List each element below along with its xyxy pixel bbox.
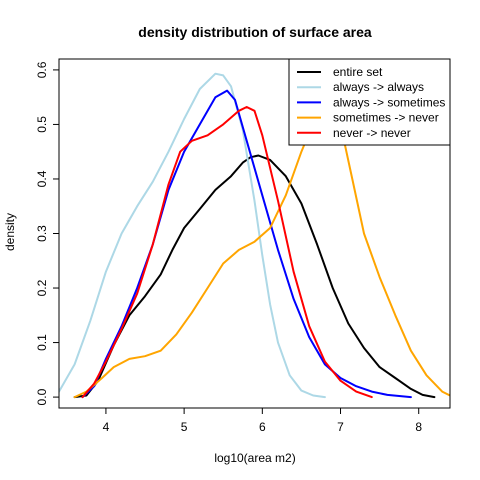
legend-label: always -> sometimes: [333, 95, 445, 109]
legend-label: never -> never: [333, 126, 411, 140]
y-tick-label: 0.4: [35, 170, 49, 187]
series-line-1: [75, 156, 435, 398]
x-axis-label: log10(area m2): [214, 451, 295, 465]
chart-title: density distribution of surface area: [138, 24, 372, 40]
y-axis-label: density: [3, 213, 17, 251]
x-axis: 4 5 6 7 8: [103, 408, 423, 434]
y-tick-label: 0.0: [35, 388, 49, 405]
y-tick-label: 0.1: [35, 334, 49, 351]
x-tick-label: 8: [415, 420, 422, 434]
series-line-5: [83, 107, 372, 397]
x-tick-label: 5: [181, 420, 188, 434]
y-tick-label: 0.6: [35, 61, 49, 78]
legend-label: entire set: [333, 65, 383, 79]
x-tick-label: 6: [259, 420, 266, 434]
y-tick-label: 0.3: [35, 225, 49, 242]
legend-label: always -> always: [333, 80, 424, 94]
y-axis: 0.0 0.1 0.2 0.3 0.4 0.5 0.6: [35, 61, 59, 405]
x-tick-label: 7: [337, 420, 344, 434]
y-tick-label: 0.5: [35, 116, 49, 133]
y-tick-label: 0.2: [35, 279, 49, 296]
x-tick-label: 4: [103, 420, 110, 434]
legend-label: sometimes -> never: [333, 111, 439, 125]
